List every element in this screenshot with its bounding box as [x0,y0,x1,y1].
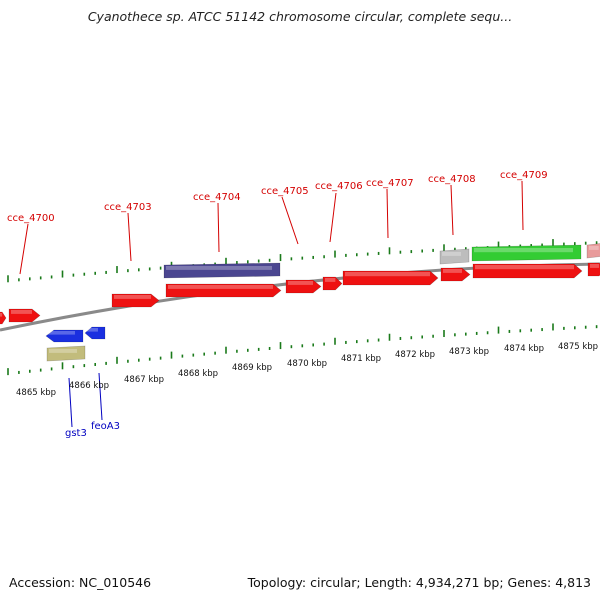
gene-labels: cce_4700 cce_4703 cce_4704 cce_4705 cce_… [7,170,548,439]
gene-features [0,243,600,362]
kbp-label: 4871 kbp [341,354,381,364]
kbp-labels: 4865 kbp 4866 kbp 4867 kbp 4868 kbp 4869… [16,342,598,398]
kbp-label: 4866 kbp [69,381,109,391]
gene-highlight [87,328,98,332]
gene-highlight [48,331,75,335]
kbp-label: 4867 kbp [124,375,164,385]
gene-arrow [439,248,470,265]
gene-arrow [285,279,322,294]
kbp-label: 4868 kbp [178,369,218,379]
gene-highlight [590,264,600,268]
leader-line [68,377,73,428]
kbp-label: 4870 kbp [287,359,327,369]
label-leader-lines [19,180,524,428]
leader-line [19,223,29,275]
gene-highlight [288,281,313,285]
gene-arrow [342,270,439,286]
leader-line [98,372,103,421]
gene-arrow [111,293,160,308]
gene-highlight [443,269,462,273]
gene-arrow [0,311,7,325]
gene-highlight [11,310,32,314]
gene-label[interactable]: cce_4709 [500,170,548,181]
gene-arrow [472,263,583,279]
gene-highlight [325,278,336,282]
gene-arrow [586,243,600,259]
gene-arrow [587,262,600,277]
gene-label[interactable]: cce_4704 [193,192,241,203]
leader-line [281,196,299,245]
gene-arrow [45,329,84,343]
gene-highlight [49,349,77,353]
gene-label[interactable]: feoA3 [91,421,120,432]
gene-highlight [475,265,574,270]
gene-arrow [163,262,281,279]
gene-highlight [442,252,461,256]
map-title: Cyanothece sp. ATCC 51142 chromosome cir… [87,9,513,24]
gene-highlight [474,248,573,253]
leader-line [521,180,524,231]
leader-line [329,192,337,243]
gene-highlight [589,246,599,250]
topology-text: Topology: circular; Length: 4,934,271 bp… [247,575,591,590]
leader-line [217,202,220,253]
gene-arrow [165,283,282,298]
gene-label[interactable]: cce_4708 [428,174,476,185]
kbp-label: 4865 kbp [16,388,56,398]
gene-label[interactable]: cce_4700 [7,213,55,224]
gene-highlight [114,295,151,299]
inner-tick-track [7,323,598,376]
gene-arrow [84,326,106,340]
kbp-label: 4872 kbp [395,350,435,360]
leader-line [386,188,389,239]
gene-highlight [168,285,273,289]
kbp-label: 4874 kbp [504,344,544,354]
kbp-label: 4875 kbp [558,342,598,352]
kbp-label: 4873 kbp [449,347,489,357]
gene-arrow [46,345,86,362]
gene-arrow [8,308,41,323]
gene-label[interactable]: cce_4703 [104,202,152,213]
leader-line [450,184,454,236]
leader-line [127,212,132,262]
gene-label[interactable]: cce_4707 [366,178,414,189]
gene-label[interactable]: gst3 [65,428,87,439]
gene-highlight [166,266,272,270]
kbp-label: 4869 kbp [232,363,272,373]
gene-highlight [345,272,430,277]
gene-label[interactable]: cce_4705 [261,186,309,197]
gene-highlight [0,313,3,317]
gene-arrow [440,267,471,282]
gene-arrow [322,276,343,291]
accession-text: Accession: NC_010546 [9,575,152,590]
gene-arrow [471,244,582,262]
gene-label[interactable]: cce_4706 [315,181,363,192]
